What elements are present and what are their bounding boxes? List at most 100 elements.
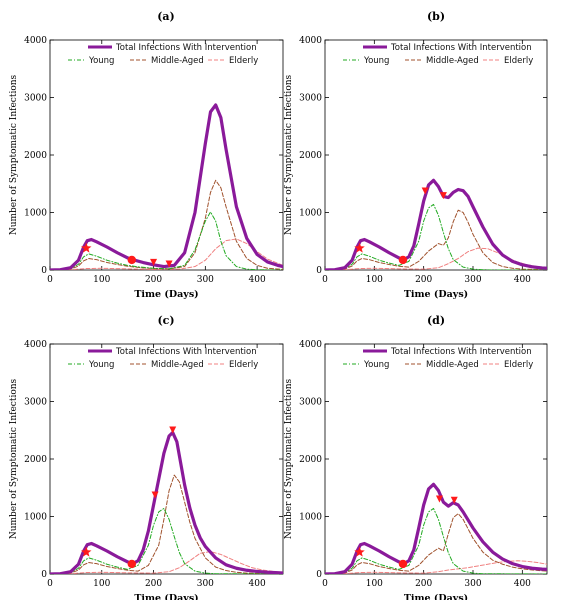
y-tick-label: 1000 [299, 513, 322, 523]
panel-title: (b) [427, 10, 445, 23]
legend-label-total: Total Infections With Intervention [115, 347, 257, 357]
legend-label-young: Young [363, 56, 389, 66]
curves-group [50, 430, 283, 574]
y-tick-label: 2000 [299, 151, 322, 161]
plot-frame [49, 343, 284, 575]
x-tick-label: 200 [415, 579, 432, 589]
legend-label-young: Young [363, 360, 389, 370]
intervention-circle-marker [127, 559, 137, 569]
curves-group [50, 103, 283, 270]
panel-title: (c) [157, 314, 174, 327]
total-curve [325, 482, 547, 574]
panel-title: (d) [427, 314, 445, 327]
y-tick-label: 0 [41, 570, 47, 580]
y-tick-label: 2000 [299, 455, 322, 465]
total-curve [50, 430, 283, 574]
elderly-curve [325, 560, 547, 574]
x-tick-label: 0 [47, 579, 53, 589]
y-tick-label: 3000 [299, 398, 322, 408]
x-axis-label: Time (Days) [404, 593, 468, 600]
intervention-star-marker [354, 546, 365, 557]
y-tick-label: 1000 [299, 209, 322, 219]
y-tick-label: 0 [316, 570, 322, 580]
middle-aged-curve [325, 513, 547, 574]
legend-label-young: Young [88, 56, 114, 66]
y-tick-label: 4000 [299, 36, 322, 46]
legend-label-total: Total Infections With Intervention [115, 43, 257, 53]
legend-label-middle-aged: Middle-Aged [426, 360, 479, 370]
legend-label-total: Total Infections With Intervention [390, 43, 532, 53]
y-tick-label: 3000 [299, 94, 322, 104]
x-tick-label: 300 [197, 275, 214, 285]
x-tick-label: 0 [322, 275, 328, 285]
legend-label-total: Total Infections With Intervention [390, 347, 532, 357]
elderly-curve [50, 551, 283, 574]
legend-label-elderly: Elderly [229, 360, 258, 370]
young-curve [50, 507, 283, 574]
intervention-star-marker [81, 546, 92, 557]
x-axis-label: Time (Days) [404, 289, 468, 300]
y-tick-label: 1000 [24, 209, 47, 219]
intervention-star-marker [81, 242, 92, 253]
x-tick-label: 400 [514, 579, 531, 589]
intervention-triangle-marker [435, 495, 443, 503]
intervention-triangle-marker [421, 187, 429, 195]
x-tick-label: 200 [145, 579, 162, 589]
y-tick-label: 2000 [24, 455, 47, 465]
x-axis-label: Time (Days) [134, 593, 198, 600]
middle-aged-curve [325, 209, 547, 270]
x-tick-label: 0 [47, 275, 53, 285]
x-tick-label: 400 [249, 275, 266, 285]
intervention-circle-marker [127, 255, 137, 265]
total-curve [325, 178, 547, 270]
intervention-triangle-marker [150, 258, 158, 266]
legend-label-elderly: Elderly [504, 56, 533, 66]
x-tick-label: 300 [464, 579, 481, 589]
intervention-triangle-marker [151, 491, 159, 499]
curves-group [325, 482, 547, 574]
x-tick-label: 200 [415, 275, 432, 285]
legend-label-young: Young [88, 360, 114, 370]
y-axis-label: Number of Symptomatic Infections [9, 74, 19, 235]
y-tick-label: 4000 [299, 340, 322, 350]
intervention-triangle-marker [165, 260, 173, 268]
intervention-star-marker [354, 242, 365, 253]
middle-aged-curve [50, 474, 283, 574]
y-axis-label: Number of Symptomatic Infections [284, 74, 294, 235]
legend-label-elderly: Elderly [229, 56, 258, 66]
x-axis-label: Time (Days) [134, 289, 198, 300]
y-tick-label: 2000 [24, 151, 47, 161]
intervention-triangle-marker [450, 496, 458, 504]
x-tick-label: 100 [366, 275, 383, 285]
y-tick-label: 0 [41, 266, 47, 276]
y-tick-label: 3000 [24, 94, 47, 104]
panel-title: (a) [157, 10, 175, 23]
intervention-triangle-marker [439, 192, 447, 200]
x-tick-label: 100 [93, 275, 110, 285]
x-tick-label: 400 [249, 579, 266, 589]
plot-frame [49, 39, 284, 271]
plot-frame [324, 343, 548, 575]
young-curve [50, 211, 283, 270]
x-tick-label: 100 [366, 579, 383, 589]
elderly-curve [325, 247, 547, 270]
young-curve [325, 507, 547, 574]
x-tick-label: 200 [145, 275, 162, 285]
y-tick-label: 0 [316, 266, 322, 276]
y-tick-label: 4000 [24, 36, 47, 46]
x-tick-label: 0 [322, 579, 328, 589]
legend-label-elderly: Elderly [504, 360, 533, 370]
y-axis-label: Number of Symptomatic Infections [9, 378, 19, 539]
legend-label-middle-aged: Middle-Aged [151, 56, 204, 66]
legend-label-middle-aged: Middle-Aged [151, 360, 204, 370]
intervention-circle-marker [398, 255, 408, 265]
total-curve [50, 103, 283, 270]
